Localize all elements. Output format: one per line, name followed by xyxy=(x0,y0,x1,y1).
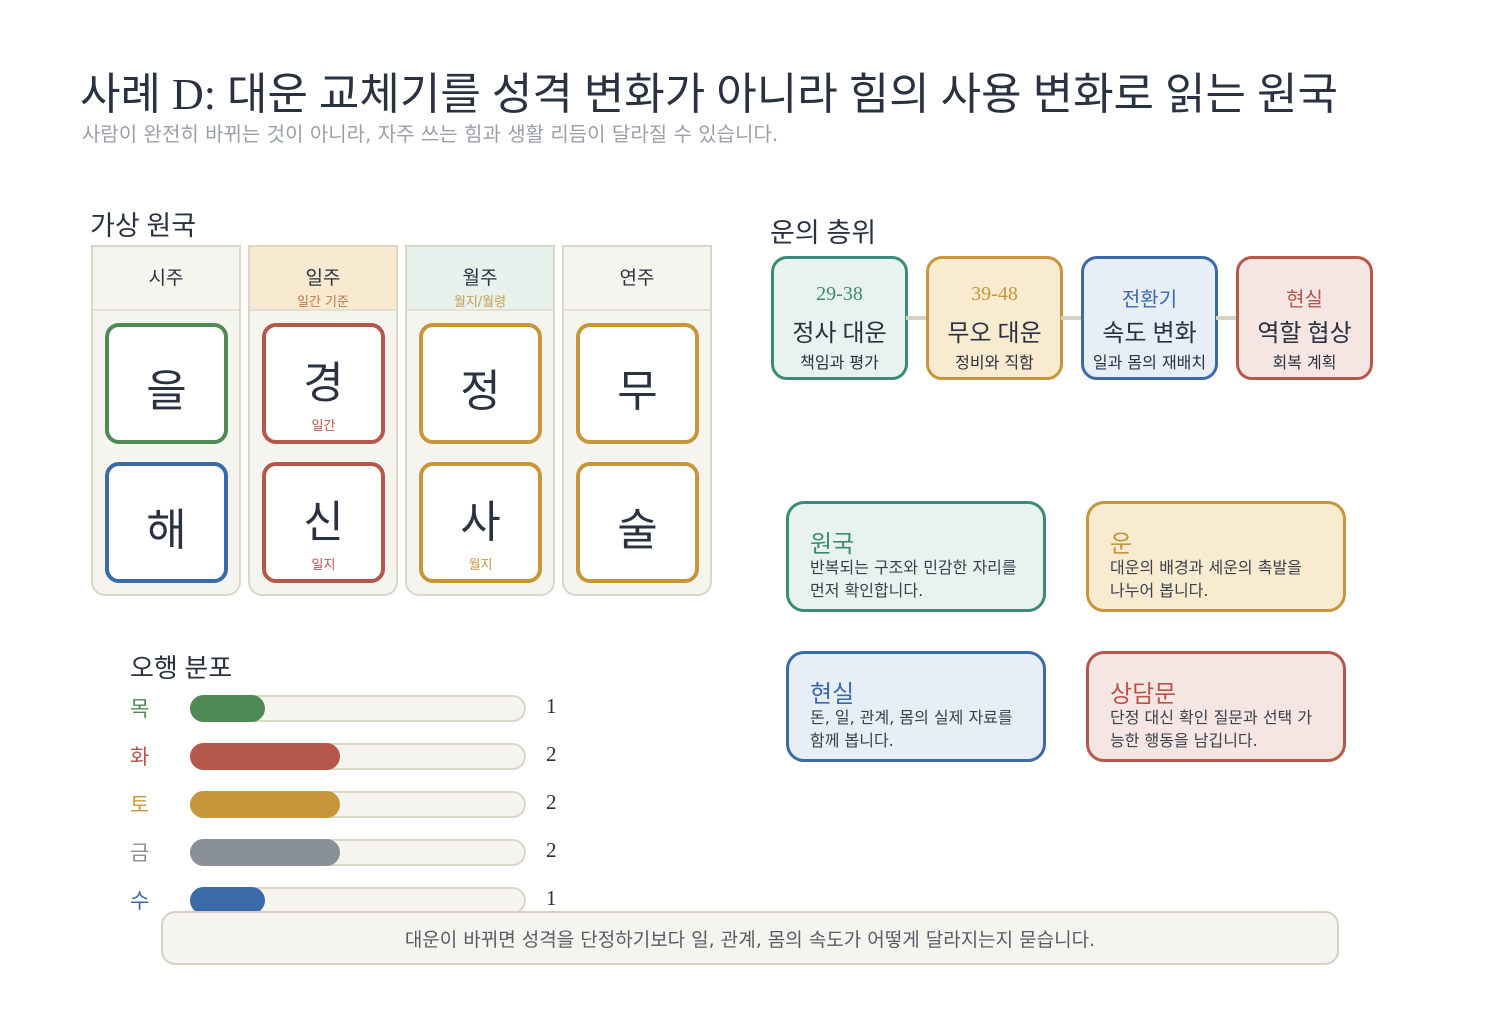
glyph: 무 xyxy=(617,367,658,416)
element-name: 토 xyxy=(130,793,150,817)
legend-text: 돈, 일, 관계, 몸의 실제 자료를 함께 봅니다. xyxy=(810,708,1013,750)
bar-value: 2 xyxy=(546,790,557,814)
glyph: 을 xyxy=(146,367,187,416)
element-name: 화 xyxy=(130,745,150,769)
glyph: 술 xyxy=(617,506,658,555)
legend-text: 반복되는 구조와 민감한 자리를 먼저 확인합니다. xyxy=(810,558,1017,600)
legend-title: 운 xyxy=(1110,532,1133,558)
glyph-note: 일간 xyxy=(311,419,336,434)
step-desc: 일과 몸의 재배치 xyxy=(1092,353,1207,372)
connector xyxy=(1216,316,1236,320)
step-name: 정사 대운 xyxy=(792,321,887,347)
glyph-box: 을 xyxy=(105,323,228,444)
step-label: 현실 xyxy=(1286,289,1323,311)
legend-card: 운 대운의 배경과 세운의 촉발을 나누어 봅니다. xyxy=(1086,501,1346,612)
step-name: 무오 대운 xyxy=(947,321,1042,347)
step-label: 전환기 xyxy=(1121,289,1178,311)
pillar-name: 연주 xyxy=(619,267,655,289)
pillar-header: 시주 xyxy=(93,247,239,311)
step-desc: 회복 계획 xyxy=(1272,353,1337,372)
glyph-box: 해 xyxy=(105,462,228,583)
legend-card: 현실 돈, 일, 관계, 몸의 실제 자료를 함께 봅니다. xyxy=(786,651,1046,762)
section-title: 가상 원국 xyxy=(90,211,197,241)
legend-title: 현실 xyxy=(810,682,855,708)
bar xyxy=(190,743,340,770)
bar-value: 1 xyxy=(546,694,557,718)
subtitle: 사람이 완전히 바뀌는 것이 아니라, 자주 쓰는 힘과 생활 리듬이 달라질 … xyxy=(82,122,779,146)
glyph: 정 xyxy=(460,367,501,416)
pillar-header: 연주 xyxy=(564,247,710,311)
glyph: 사 xyxy=(460,498,501,547)
connector xyxy=(1061,316,1081,320)
legend-text: 대운의 배경과 세운의 촉발을 나누어 봅니다. xyxy=(1110,558,1302,600)
legend-card: 상담문 단정 대신 확인 질문과 선택 가능한 행동을 남깁니다. xyxy=(1086,651,1346,762)
step-name: 속도 변화 xyxy=(1102,321,1197,347)
step-desc: 정비와 직함 xyxy=(955,353,1034,372)
step-name: 역할 협상 xyxy=(1257,321,1352,347)
section-title: 운의 층위 xyxy=(770,218,877,248)
step-desc: 책임과 평가 xyxy=(800,353,879,372)
legend-title: 상담문 xyxy=(1110,682,1177,708)
section-title: 오행 분포 xyxy=(130,654,233,683)
title: 사례 D: 대운 교체기를 성격 변화가 아니라 힘의 사용 변화로 읽는 원국 xyxy=(80,70,1338,119)
glyph-box: 정 xyxy=(419,323,542,444)
glyph: 신 xyxy=(303,498,344,547)
bar-value: 2 xyxy=(546,838,557,862)
glyph: 해 xyxy=(146,506,187,555)
bar xyxy=(190,695,265,722)
glyph-box: 술 xyxy=(576,462,699,583)
step-label: 39-48 xyxy=(971,283,1018,305)
pillar-name: 시주 xyxy=(148,267,184,289)
legend-card: 원국 반복되는 구조와 민감한 자리를 먼저 확인합니다. xyxy=(786,501,1046,612)
legend-title: 원국 xyxy=(810,532,855,558)
glyph-box: 무 xyxy=(576,323,699,444)
glyph-note: 일지 xyxy=(311,558,336,573)
element-name: 금 xyxy=(130,841,150,865)
pillar-sub: 일간 기준 xyxy=(297,295,349,310)
bar-value: 1 xyxy=(546,886,557,910)
pillar-sub: 월지/월령 xyxy=(453,295,507,310)
pillar-name: 일주 xyxy=(305,267,341,289)
pillar-name: 월주 xyxy=(462,267,498,289)
step-label: 29-38 xyxy=(816,283,863,305)
connector xyxy=(906,316,926,320)
footer-note: 대운이 바뀌면 성격을 단정하기보다 일, 관계, 몸의 속도가 어떻게 달라지… xyxy=(161,911,1339,965)
bar xyxy=(190,791,340,818)
element-name: 목 xyxy=(130,697,150,721)
glyph: 경 xyxy=(303,359,344,408)
legend-text: 단정 대신 확인 질문과 선택 가능한 행동을 남깁니다. xyxy=(1110,708,1313,750)
element-name: 수 xyxy=(130,889,150,913)
bar-value: 2 xyxy=(546,742,557,766)
bar xyxy=(190,887,265,914)
glyph-note: 월지 xyxy=(468,558,493,573)
bar xyxy=(190,839,340,866)
